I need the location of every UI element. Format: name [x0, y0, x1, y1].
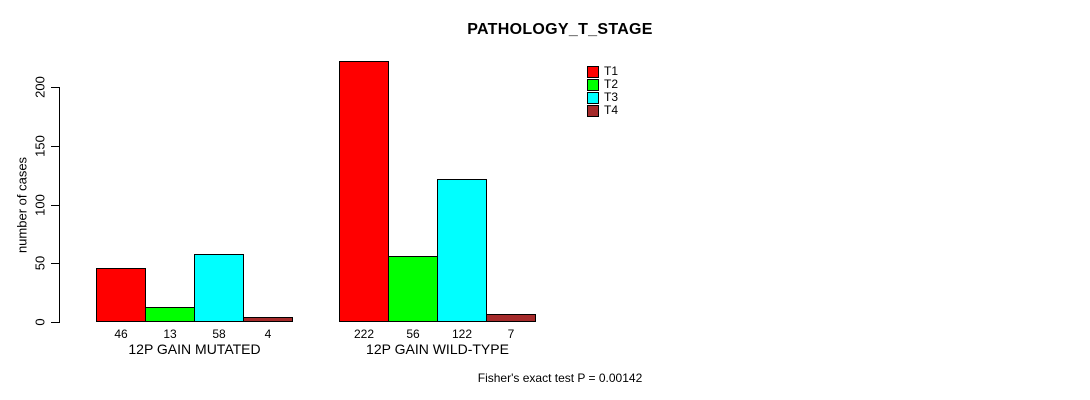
y-tick — [51, 263, 59, 264]
y-tick — [51, 87, 59, 88]
bar-t2-group2 — [388, 256, 438, 322]
y-tick — [51, 322, 59, 323]
legend-label: T2 — [604, 77, 619, 91]
bar-value-label: 4 — [264, 327, 272, 341]
t4-color-swatch — [587, 104, 599, 117]
y-tick-label: 150 — [32, 135, 48, 157]
bar-value-label: 56 — [406, 327, 420, 341]
bar-t2-group1 — [145, 307, 195, 322]
legend-item: T4 — [587, 104, 618, 117]
bar-t1-group1 — [96, 268, 146, 322]
t2-color-swatch — [587, 78, 599, 91]
chart-title: PATHOLOGY_T_STAGE — [467, 21, 653, 38]
y-tick — [51, 205, 59, 206]
legend: T1 T2 T3 T4 — [587, 65, 618, 117]
t1-color-swatch — [587, 65, 599, 78]
bar-t3-group2 — [437, 179, 487, 322]
x-category-label: 12P GAIN WILD-TYPE — [366, 341, 509, 357]
stat-annotation: Fisher's exact test P = 0.00142 — [477, 371, 643, 385]
y-tick-label: 50 — [32, 255, 48, 271]
y-tick-label: 100 — [32, 194, 48, 216]
y-axis — [59, 87, 60, 323]
y-tick-label: 200 — [32, 76, 48, 98]
legend-item: T1 — [587, 65, 618, 78]
legend-label: T3 — [604, 90, 619, 104]
bar-t4-group1 — [243, 317, 293, 322]
legend-label: T1 — [604, 64, 619, 78]
bar-value-label: 7 — [507, 327, 515, 341]
bar-t4-group2 — [486, 314, 536, 322]
x-category-label: 12P GAIN MUTATED — [128, 341, 261, 357]
t3-color-swatch — [587, 91, 599, 104]
bar-value-label: 122 — [451, 327, 473, 341]
y-tick-label: 0 — [32, 318, 48, 326]
bar-value-label: 46 — [114, 327, 128, 341]
y-tick — [51, 146, 59, 147]
bar-value-label: 222 — [353, 327, 375, 341]
bar-t3-group1 — [194, 254, 244, 322]
bar-value-label: 13 — [163, 327, 177, 341]
legend-item: T3 — [587, 91, 618, 104]
legend-label: T4 — [604, 103, 619, 117]
y-axis-label: number of cases — [14, 156, 30, 254]
bar-value-label: 58 — [212, 327, 226, 341]
bar-t1-group2 — [339, 61, 389, 322]
legend-item: T2 — [587, 78, 618, 91]
